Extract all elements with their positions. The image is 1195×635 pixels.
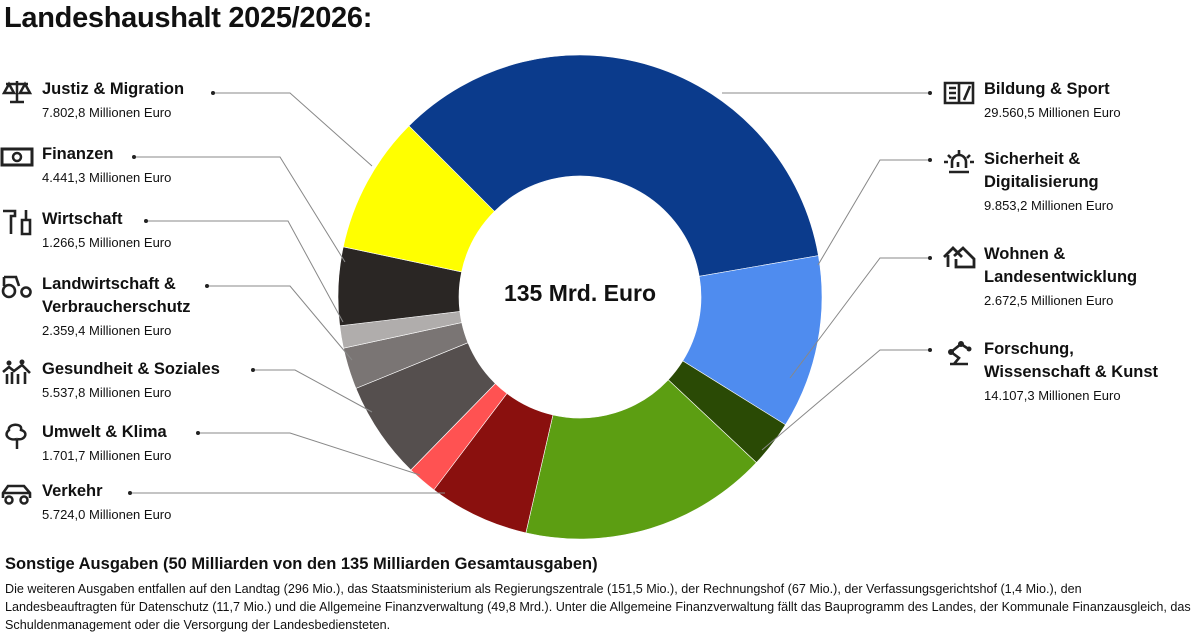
slice-bildung-sport <box>408 54 819 277</box>
category-value: 5.537,8 Millionen Euro <box>42 385 172 400</box>
leader-line <box>134 156 346 263</box>
leader-line <box>253 369 373 413</box>
category-name: Bildung & Sport <box>984 80 1110 98</box>
category-name: Wohnen & Landesentwicklung <box>984 245 1138 286</box>
legend-label: Wirtschaft 1.266,5 Millionen Euro <box>0 208 171 252</box>
category-value: 2.672,5 Millionen Euro <box>984 293 1114 308</box>
leader-dot <box>928 348 932 352</box>
leader-dot <box>205 284 209 288</box>
category-name: Verkehr <box>42 482 103 500</box>
tractor-icon <box>1 275 32 299</box>
category-name: Sicherheit & Digitalisierung <box>984 150 1099 191</box>
leader-dot <box>132 155 136 159</box>
category-name: Umwelt & Klima <box>42 423 167 441</box>
category-name: Justiz & Migration <box>42 80 185 98</box>
leader-dot <box>928 256 932 260</box>
page-title: Landeshaushalt 2025/2026: <box>4 2 373 34</box>
leader-dot <box>928 91 932 95</box>
people-chart-icon <box>2 359 31 384</box>
leader-line <box>789 257 930 379</box>
legend-label: Finanzen 4.441,3 Millionen Euro <box>0 143 171 187</box>
legend-label: Landwirtschaft & Verbraucherschutz 2.359… <box>0 273 222 340</box>
banknote-icon <box>0 147 34 167</box>
legend-label: Gesundheit & Soziales 5.537,8 Millionen … <box>0 358 220 402</box>
legend-label: Sicherheit & Digitalisierung 9.853,2 Mil… <box>942 148 1184 215</box>
leader-dot <box>211 91 215 95</box>
car-icon <box>1 484 32 505</box>
category-value: 1.701,7 Millionen Euro <box>42 448 172 463</box>
leader-line <box>213 92 373 167</box>
leader-dot <box>928 158 932 162</box>
leader-line <box>207 285 353 361</box>
category-value: 7.802,8 Millionen Euro <box>42 105 172 120</box>
robot-arm-icon <box>948 341 972 366</box>
open-book-pencil-icon <box>943 81 975 105</box>
leader-dot <box>251 368 255 372</box>
category-name: Forschung, Wissenschaft & Kunst <box>984 340 1159 381</box>
category-value: 14.107,3 Millionen Euro <box>984 388 1121 403</box>
leader-line <box>198 432 421 476</box>
category-value: 4.441,3 Millionen Euro <box>42 170 172 185</box>
legend-label: Forschung, Wissenschaft & Kunst 14.107,3… <box>942 338 1184 405</box>
legend-label: Umwelt & Klima 1.701,7 Millionen Euro <box>0 421 171 465</box>
leader-line <box>817 159 930 266</box>
leader-dot <box>196 431 200 435</box>
category-value: 2.359,4 Millionen Euro <box>42 323 172 338</box>
center-label: 135 Mrd. Euro <box>503 280 657 306</box>
category-value: 9.853,2 Millionen Euro <box>984 198 1114 213</box>
other-expenses-title: Sonstige Ausgaben (50 Milliarden von den… <box>5 555 598 573</box>
siren-light-icon <box>944 150 974 174</box>
leader-dot <box>144 219 148 223</box>
other-expenses-text: Die weiteren Ausgaben entfallen auf den … <box>5 582 1191 632</box>
leader-line <box>146 220 344 323</box>
legend-label: Wohnen & Landesentwicklung 2.672,5 Milli… <box>942 243 1184 310</box>
category-name: Finanzen <box>42 145 114 163</box>
category-value: 29.560,5 Millionen Euro <box>984 105 1121 120</box>
tree-icon <box>5 423 27 449</box>
category-name: Landwirtschaft & Verbraucherschutz <box>42 275 191 316</box>
legend-label: Verkehr 5.724,0 Millionen Euro <box>0 480 171 524</box>
tools-icon <box>3 209 32 236</box>
leader-line <box>761 349 930 451</box>
legend-label: Bildung & Sport 29.560,5 Millionen Euro <box>942 78 1184 122</box>
category-name: Wirtschaft <box>42 210 123 228</box>
leader-dot <box>128 491 132 495</box>
legend-label: Justiz & Migration 7.802,8 Millionen Eur… <box>0 78 184 122</box>
category-value: 5.724,0 Millionen Euro <box>42 507 172 522</box>
slice-justiz-migration <box>342 125 495 273</box>
category-value: 1.266,5 Millionen Euro <box>42 235 172 250</box>
category-name: Gesundheit & Soziales <box>42 360 220 378</box>
houses-icon <box>943 246 976 269</box>
slice-forschung-wissenschaft-kunst <box>525 379 757 540</box>
scales-icon <box>1 81 33 104</box>
